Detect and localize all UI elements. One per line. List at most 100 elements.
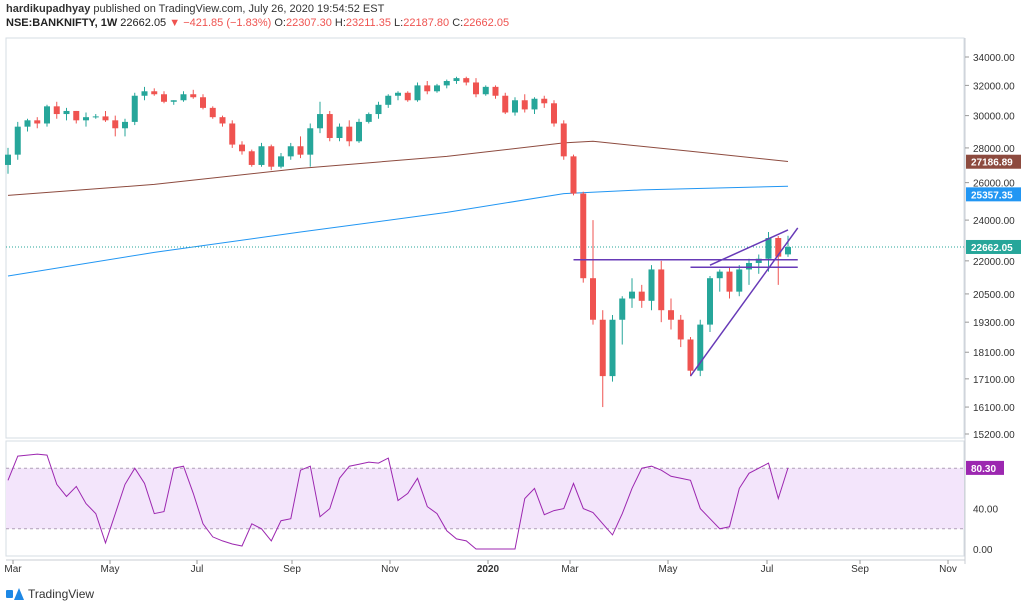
candle-body xyxy=(336,126,343,138)
price-tick-label: 16100.00 xyxy=(973,403,1015,414)
rsi-tick-label: 0.00 xyxy=(973,545,993,556)
time-tick-label: May xyxy=(101,564,120,575)
price-label-text: 25357.35 xyxy=(971,190,1013,201)
candle-body xyxy=(658,269,665,311)
candle-body xyxy=(629,291,635,299)
time-tick-label: 2020 xyxy=(477,564,500,575)
tradingview-logo-icon xyxy=(6,588,24,600)
time-tick-label: Nov xyxy=(381,564,399,575)
price-tick-label: 26000.00 xyxy=(973,179,1015,190)
candle-body xyxy=(551,103,557,124)
candle-body xyxy=(765,238,772,259)
candle-body xyxy=(83,117,89,121)
candle-body xyxy=(248,151,255,165)
candle-body xyxy=(492,86,499,96)
candle-body xyxy=(170,100,177,102)
candle-body xyxy=(112,120,119,129)
candle-body xyxy=(326,114,333,138)
candle-body xyxy=(297,146,304,155)
candle-body xyxy=(619,298,626,320)
time-tick-label: Mar xyxy=(561,564,579,575)
open-value: 22307.30 xyxy=(285,17,332,29)
rsi-value-badge xyxy=(966,460,1004,475)
main-pane xyxy=(5,37,965,439)
price-change: ▼ −421.85 (−1.83%) xyxy=(169,17,272,29)
time-tick-label: Nov xyxy=(939,564,957,575)
candle-body xyxy=(502,95,509,113)
candle-body xyxy=(687,339,694,371)
candle-body xyxy=(14,126,21,155)
candle-body xyxy=(453,78,460,82)
price-label-text: 22662.05 xyxy=(971,243,1013,254)
rsi-band xyxy=(6,468,964,529)
candle-body xyxy=(287,146,294,157)
candle-body xyxy=(404,92,411,101)
candle-body xyxy=(258,146,265,165)
open-label: O: xyxy=(274,17,286,29)
time-tick-label: May xyxy=(659,564,678,575)
candle-body xyxy=(307,128,314,155)
candle-body xyxy=(482,86,489,95)
candle-body xyxy=(63,110,70,115)
price-tick-label: 15200.00 xyxy=(973,430,1015,441)
trendline xyxy=(689,227,799,377)
candle-body xyxy=(560,123,567,157)
candle-body xyxy=(463,78,470,83)
candle-body xyxy=(648,269,655,301)
price-tick-label: 34000.00 xyxy=(973,53,1015,64)
author-name[interactable]: hardikupadhyay xyxy=(6,3,91,15)
candle-body xyxy=(746,262,752,270)
candle-body xyxy=(161,94,167,102)
candle-body xyxy=(638,291,645,301)
close-label: C: xyxy=(452,17,464,29)
low-label: L: xyxy=(394,17,404,29)
candle-body xyxy=(521,100,528,110)
candle-body xyxy=(102,116,109,121)
candle-body xyxy=(755,258,762,263)
price-label-text: 27186.89 xyxy=(971,158,1013,169)
price-tick-label: 28000.00 xyxy=(973,144,1015,155)
candle-body xyxy=(92,116,99,118)
time-tick-label: Jul xyxy=(761,564,774,575)
candle-body xyxy=(726,271,733,292)
time-tick-label: Jul xyxy=(191,564,204,575)
price-tick-label: 24000.00 xyxy=(973,216,1015,227)
candle-body xyxy=(424,85,431,92)
candle-body xyxy=(317,114,323,129)
price-tick-label: 20500.00 xyxy=(973,290,1015,301)
high-value: 23211.35 xyxy=(345,17,391,29)
ma-long-line xyxy=(7,140,789,196)
candle-body xyxy=(278,156,284,167)
candle-body xyxy=(239,144,245,152)
candle-body xyxy=(609,319,616,377)
trendline xyxy=(709,229,789,266)
candle-body xyxy=(268,146,275,167)
high-label: H: xyxy=(334,17,346,29)
candle-body xyxy=(200,97,206,108)
candle-body xyxy=(570,156,577,194)
candle-body xyxy=(385,95,392,105)
rsi-value-text: 80.30 xyxy=(971,464,996,475)
candle-body xyxy=(53,106,60,115)
candle-body xyxy=(365,114,372,122)
candle-body xyxy=(44,106,50,124)
candle-body xyxy=(229,123,236,145)
candle-body xyxy=(356,121,362,142)
candle-body xyxy=(346,126,353,142)
candle-body xyxy=(375,104,382,115)
price-tick-label: 19300.00 xyxy=(973,318,1015,329)
candle-body xyxy=(24,120,31,127)
candle-body xyxy=(473,82,479,95)
candle-body xyxy=(580,193,587,279)
price-label-badge xyxy=(966,239,1021,254)
candle-body xyxy=(677,319,684,340)
close-value: 22662.05 xyxy=(463,17,510,29)
footer-brand[interactable]: TradingView xyxy=(6,587,94,601)
time-tick-label: Sep xyxy=(851,564,869,575)
candle-body xyxy=(131,95,138,122)
price-tick-label: 22000.00 xyxy=(973,257,1015,268)
candle-body xyxy=(707,278,713,325)
price-tick-label: 32000.00 xyxy=(973,81,1015,92)
time-tick-label: Sep xyxy=(283,564,301,575)
